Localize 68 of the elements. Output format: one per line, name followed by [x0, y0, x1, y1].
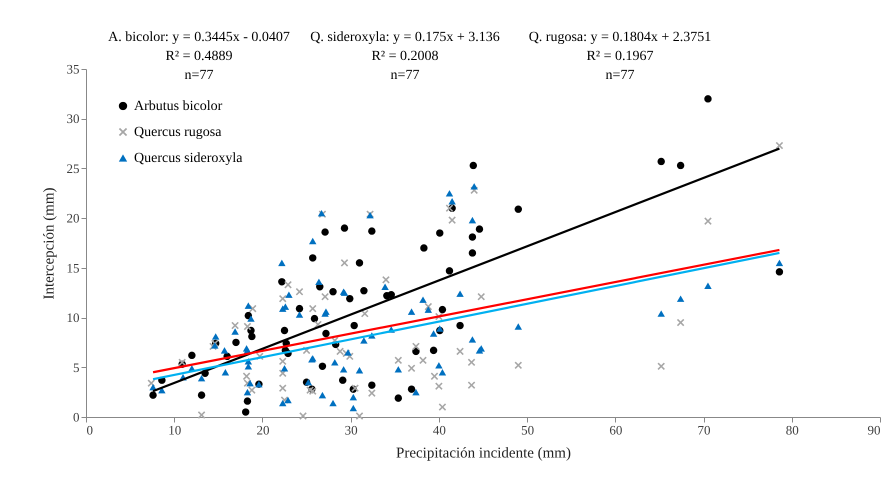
point [412, 342, 420, 350]
point [456, 348, 464, 356]
point [296, 288, 304, 296]
x-tick-label: 80 [786, 422, 799, 438]
point [242, 372, 250, 380]
point [478, 292, 485, 300]
text: R² = 0.1967 [586, 49, 654, 64]
point [279, 384, 286, 392]
text: R² = 0.2008 [372, 49, 438, 64]
point [356, 412, 364, 420]
point [514, 362, 522, 370]
x-tick-label: 40 [432, 422, 446, 438]
x-tick-label: 10 [168, 422, 182, 438]
y-axis-title: Intercepción (mm) [42, 187, 58, 300]
point [435, 382, 443, 390]
point [279, 294, 286, 302]
point [244, 322, 252, 330]
y-tick-label: 30 [66, 111, 80, 126]
annotation: n=77 [606, 68, 634, 83]
point [231, 322, 239, 330]
point [309, 304, 316, 312]
x-tick-label: 30 [344, 422, 358, 438]
point [676, 318, 684, 326]
y-tick-label: 35 [66, 62, 80, 76]
point [340, 259, 348, 267]
point [419, 356, 427, 364]
x-tick-label: 0 [86, 422, 93, 438]
annotation: n=77 [184, 68, 214, 83]
point [448, 216, 456, 224]
x-tick-label: 70 [698, 422, 711, 438]
text: Q. rugosa: y = 0.1804x + 2.3751 [528, 30, 712, 45]
x-tick-label: 60 [609, 422, 622, 438]
text: A. bicolor: y = 0.3445x - 0.0407 [108, 30, 290, 45]
point [394, 356, 402, 364]
x-tick-label: 90 [868, 422, 880, 438]
point [776, 142, 784, 150]
point [299, 412, 307, 420]
point [468, 381, 476, 389]
x-tick-label: 50 [521, 422, 534, 438]
point [248, 386, 256, 394]
point [198, 411, 206, 419]
point [284, 281, 292, 288]
point [430, 372, 438, 380]
legend-label: Quercus rugosa [134, 125, 222, 140]
y-tick-label: 15 [66, 260, 80, 276]
legend-label: Quercus sideroxyla [134, 151, 244, 166]
x-axis-title: Precipitación incidente (mm) [396, 446, 571, 462]
point [368, 389, 376, 397]
point [336, 348, 344, 356]
point [382, 276, 390, 284]
text: Q. sideroxyla: y = 0.175x + 3.136 [310, 30, 500, 45]
point [438, 403, 446, 411]
point [704, 217, 712, 225]
x-tick-label: 20 [256, 422, 270, 438]
annotation: n=77 [390, 68, 420, 83]
point [446, 204, 454, 212]
y-tick-label: 20 [66, 210, 80, 226]
legend-label: Arbutus bicolor [134, 99, 223, 114]
y-tick-label: 0 [73, 410, 80, 424]
point [279, 358, 286, 366]
point [658, 362, 665, 370]
point [408, 364, 416, 372]
point [321, 292, 329, 300]
y-tick-label: 5 [73, 360, 80, 375]
point [468, 358, 476, 366]
y-tick-label: 10 [66, 310, 80, 326]
text: R² = 0.4889 [166, 49, 232, 64]
y-tick-label: 25 [66, 160, 80, 176]
